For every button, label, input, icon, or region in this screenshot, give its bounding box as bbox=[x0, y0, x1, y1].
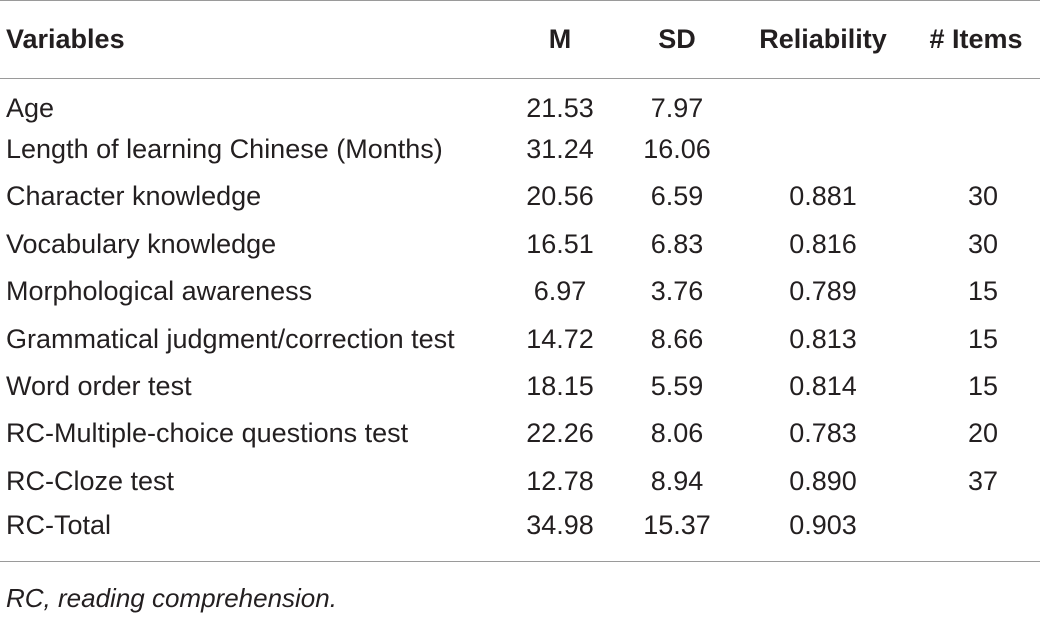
cell-reliability: 0.881 bbox=[789, 181, 857, 212]
cell-items: 15 bbox=[967, 371, 998, 402]
cell-variable: Morphological awareness bbox=[6, 276, 313, 307]
cell-reliability: 0.903 bbox=[734, 505, 912, 562]
cell-sd: 6.59 bbox=[650, 181, 704, 212]
table-row: RC-Cloze test 12.78 8.94 0.890 37 bbox=[0, 458, 1040, 505]
cell-reliability bbox=[734, 126, 912, 173]
cell-variable: RC-Multiple-choice questions test bbox=[6, 418, 409, 449]
cell-items: 37 bbox=[967, 465, 998, 496]
cell-sd: 8.66 bbox=[650, 323, 704, 354]
descriptive-statistics-table: Variables M SD Reliability # Items Age 2… bbox=[0, 0, 1040, 562]
table-row: RC-Total 34.98 15.37 0.903 bbox=[0, 505, 1040, 562]
cell-m: 16.51 bbox=[526, 228, 594, 259]
cell-items: 15 bbox=[967, 323, 998, 354]
cell-m: 20.56 bbox=[526, 181, 594, 212]
table-body: Age 21.53 7.97 Length of learning Chines… bbox=[0, 79, 1040, 562]
cell-reliability: 0.816 bbox=[789, 228, 857, 259]
cell-sd: 6.83 bbox=[650, 228, 704, 259]
cell-variable: Character knowledge bbox=[6, 181, 262, 212]
cell-sd: 3.76 bbox=[650, 276, 704, 307]
cell-variable: Age bbox=[6, 92, 55, 123]
cell-items: 30 bbox=[967, 181, 998, 212]
table-row: RC-Multiple-choice questions test 22.26 … bbox=[0, 410, 1040, 457]
cell-m: 31.24 bbox=[526, 134, 594, 165]
cell-variable: Word order test bbox=[6, 371, 192, 402]
cell-variable: RC-Total bbox=[0, 505, 500, 562]
cell-reliability bbox=[734, 79, 912, 126]
cell-sd: 7.97 bbox=[650, 92, 704, 123]
cell-variable: Grammatical judgment/correction test bbox=[6, 323, 455, 354]
cell-sd: 8.06 bbox=[650, 418, 704, 449]
cell-variable: Length of learning Chinese (Months) bbox=[6, 134, 443, 165]
cell-items: 20 bbox=[967, 418, 998, 449]
cell-reliability: 0.789 bbox=[789, 276, 857, 307]
cell-items: 30 bbox=[967, 228, 998, 259]
table-row: Morphological awareness 6.97 3.76 0.789 … bbox=[0, 268, 1040, 315]
cell-m: 14.72 bbox=[526, 323, 594, 354]
cell-reliability: 0.890 bbox=[789, 465, 857, 496]
cell-sd: 15.37 bbox=[620, 505, 734, 562]
cell-items: 15 bbox=[967, 276, 998, 307]
table-footnote: RC, reading comprehension. bbox=[6, 583, 337, 613]
header-sd: SD bbox=[620, 0, 734, 79]
cell-items bbox=[912, 79, 1040, 126]
table-row: Grammatical judgment/correction test 14.… bbox=[0, 315, 1040, 362]
cell-m: 18.15 bbox=[526, 371, 594, 402]
cell-items bbox=[912, 505, 1040, 562]
cell-items bbox=[912, 126, 1040, 173]
table-row: Character knowledge 20.56 6.59 0.881 30 bbox=[0, 173, 1040, 220]
cell-m: 21.53 bbox=[526, 92, 594, 123]
cell-m: 22.26 bbox=[526, 418, 594, 449]
cell-m: 6.97 bbox=[533, 276, 587, 307]
header-reliability: Reliability bbox=[734, 0, 912, 79]
table-row: Vocabulary knowledge 16.51 6.83 0.816 30 bbox=[0, 221, 1040, 268]
table-row: Length of learning Chinese (Months) 31.2… bbox=[0, 126, 1040, 173]
cell-variable: RC-Cloze test bbox=[6, 465, 175, 496]
header-items: # Items bbox=[912, 0, 1040, 79]
table-header: Variables M SD Reliability # Items bbox=[0, 0, 1040, 79]
table-row: Age 21.53 7.97 bbox=[0, 79, 1040, 126]
cell-sd: 16.06 bbox=[643, 134, 711, 165]
cell-variable: Vocabulary knowledge bbox=[6, 228, 277, 259]
cell-reliability: 0.783 bbox=[789, 418, 857, 449]
cell-m: 34.98 bbox=[500, 505, 620, 562]
cell-reliability: 0.813 bbox=[789, 323, 857, 354]
cell-sd: 5.59 bbox=[650, 371, 704, 402]
cell-reliability: 0.814 bbox=[789, 371, 857, 402]
header-variables: Variables bbox=[0, 0, 500, 79]
header-m: M bbox=[500, 0, 620, 79]
cell-sd: 8.94 bbox=[650, 465, 704, 496]
cell-m: 12.78 bbox=[526, 465, 594, 496]
table-row: Word order test 18.15 5.59 0.814 15 bbox=[0, 363, 1040, 410]
header-row: Variables M SD Reliability # Items bbox=[0, 0, 1040, 79]
